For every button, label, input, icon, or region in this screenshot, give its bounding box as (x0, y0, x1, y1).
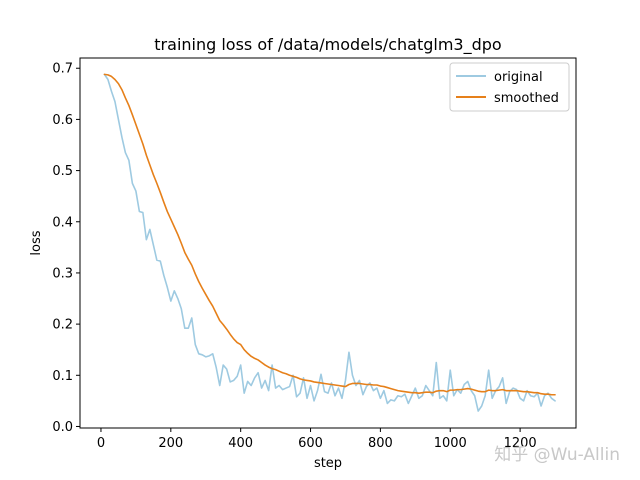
x-axis: 0 200 400 600 800 1000 1200 (97, 428, 537, 451)
y-tick-label: 0.5 (52, 164, 73, 179)
x-axis-label: step (314, 456, 342, 471)
axes-frame (79, 57, 577, 429)
y-tick-label: 0.6 (52, 113, 73, 128)
x-tick-label: 600 (298, 436, 323, 451)
y-tick-label: 0.4 (52, 215, 73, 230)
x-tick-label: 0 (97, 436, 105, 451)
x-tick-label: 200 (158, 436, 183, 451)
y-tick-label: 0.2 (52, 318, 73, 333)
y-tick-label: 0.7 (52, 62, 73, 77)
y-tick-label: 0.1 (52, 369, 73, 384)
x-tick-label: 800 (368, 436, 393, 451)
x-tick-label: 1200 (504, 436, 537, 451)
watermark: 知乎 @Wu-Allin (494, 445, 620, 465)
legend-label-original: original (494, 70, 543, 85)
series-line-original (103, 73, 556, 412)
series-line-smoothed (103, 73, 556, 396)
legend-label-smoothed: smoothed (494, 91, 559, 106)
y-tick-label: 0.0 (52, 420, 73, 435)
y-axis-label: loss (29, 230, 44, 255)
y-axis: 0.0 0.1 0.2 0.3 0.4 0.5 0.6 0.7 (52, 62, 80, 435)
x-tick-label: 400 (228, 436, 253, 451)
legend: original smoothed (449, 62, 570, 112)
y-tick-label: 0.3 (52, 266, 73, 281)
plot-area (103, 73, 556, 412)
x-tick-label: 1000 (434, 436, 467, 451)
chart-title: training loss of /data/models/chatglm3_d… (154, 35, 501, 55)
